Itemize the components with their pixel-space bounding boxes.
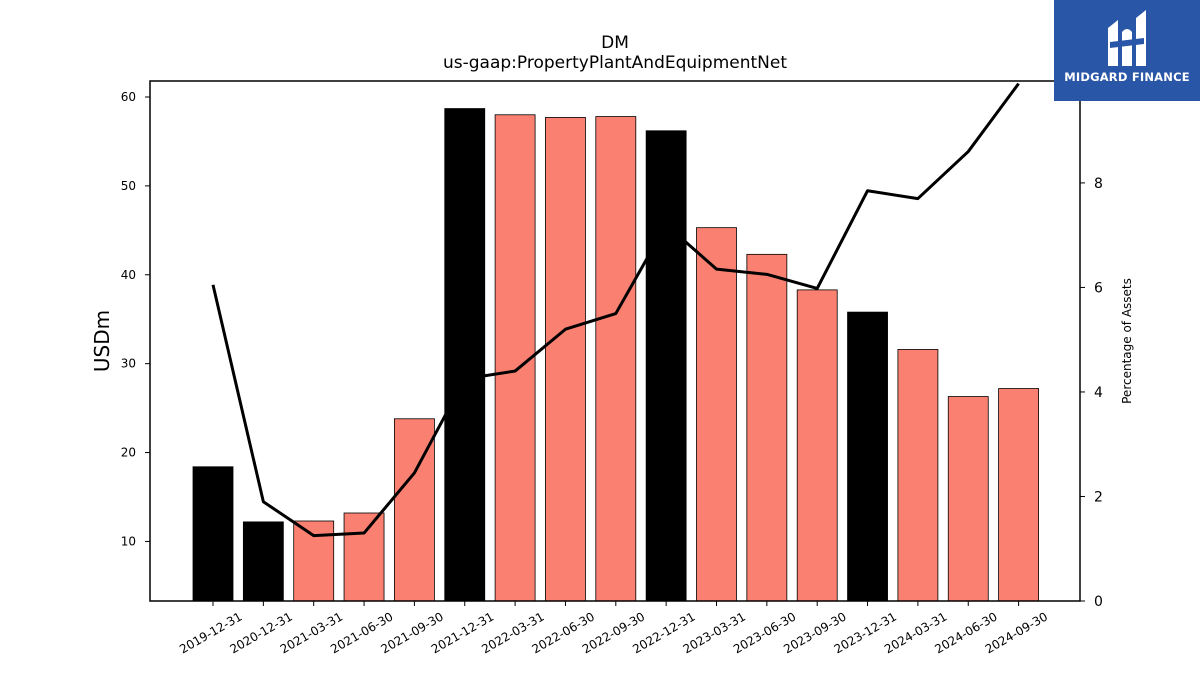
bar-2022-03-31	[494, 114, 536, 602]
y2-axis: 0 2 4 6 8	[1080, 176, 1103, 610]
bar-2022-09-30	[595, 116, 637, 602]
bar-2021-12-31	[444, 108, 486, 602]
bar-2021-06-30	[343, 512, 385, 602]
y-tick-label: 60	[121, 90, 136, 104]
bar-series	[192, 108, 1039, 602]
logo-mark-icon	[1108, 10, 1146, 66]
y-axis-label: USDm	[90, 310, 114, 372]
bar-2024-06-30	[947, 396, 989, 602]
y-axis: 10 20 30 40 50 60	[121, 90, 150, 548]
percentage-line	[211, 82, 1020, 538]
logo-text: MIDGARD FINANCE	[1064, 70, 1190, 84]
bar-2023-03-31	[696, 227, 737, 602]
bar-2020-12-31	[242, 521, 284, 602]
y-tick-label: 40	[121, 268, 136, 282]
bar-2022-06-30	[545, 117, 586, 602]
chart-title: DM	[601, 33, 629, 53]
line-series	[211, 82, 1020, 538]
y2-tick-label: 6	[1094, 280, 1103, 296]
plot-frame	[149, 80, 1081, 602]
bar-2024-03-31	[897, 349, 939, 602]
y2-tick-label: 0	[1094, 594, 1103, 610]
bar-2023-06-30	[746, 253, 788, 602]
y2-axis-label: Percentage of Assets	[1120, 278, 1134, 404]
bar-2023-09-30	[796, 289, 838, 602]
bar-2021-03-31	[293, 520, 335, 602]
y-tick-label: 20	[121, 446, 136, 460]
y2-tick-label: 4	[1094, 385, 1103, 401]
y2-tick-label: 2	[1094, 489, 1103, 505]
y-tick-label: 10	[121, 534, 136, 548]
y-tick-label: 50	[121, 179, 136, 193]
y-tick-label: 30	[121, 357, 136, 371]
bar-2023-12-31	[847, 311, 888, 602]
chart-subtitle: us-gaap:PropertyPlantAndEquipmentNet	[443, 53, 787, 73]
bar-2022-12-31	[645, 130, 687, 602]
midgard-finance-logo: MIDGARD FINANCE	[1054, 0, 1200, 101]
y2-tick-label: 8	[1094, 176, 1103, 192]
bar-2019-12-31	[192, 466, 234, 602]
x-axis: 2019-12-312020-12-312021-03-312021-06-30…	[177, 601, 1050, 656]
bar-2024-09-30	[998, 388, 1039, 602]
